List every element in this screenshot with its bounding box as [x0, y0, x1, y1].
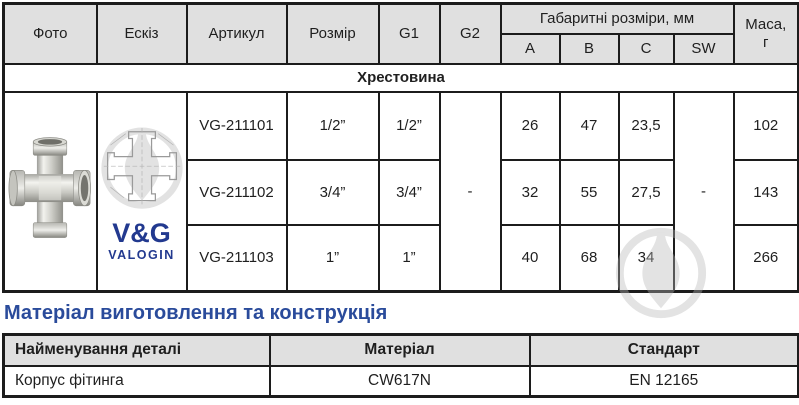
cell-material: CW617N — [268, 364, 531, 398]
cell-article: VG-211101 — [185, 90, 288, 161]
section-title: Хрестовина — [2, 62, 799, 93]
brand-logo-main: V&G — [112, 217, 171, 248]
cell-mass: 143 — [732, 158, 799, 226]
cell-part-name: Корпус фітинга — [2, 364, 271, 398]
header-g2: G2 — [438, 2, 502, 65]
cell-mass: 266 — [732, 223, 799, 293]
products-table: Фото Ескіз Артикул Розмір G1 G2 Габаритн… — [2, 2, 799, 293]
cell-article: VG-211102 — [185, 158, 288, 226]
cell-mass: 102 — [732, 90, 799, 161]
cell-size: 3/4” — [285, 158, 380, 226]
table-row: V&G VALOGIN VG-211101 1/2” 1/2” - 26 47 … — [2, 90, 799, 293]
header-mass: Маса, г — [732, 2, 799, 65]
header-article: Артикул — [185, 2, 288, 65]
table-row: VG-211103 1” 1” 40 68 34 266 — [4, 223, 799, 293]
product-photo-cell — [2, 90, 98, 293]
cell-size: 1” — [285, 223, 380, 293]
header-size: Розмір — [285, 2, 380, 65]
cell-dim-b: 68 — [558, 223, 620, 293]
header-dimensions-group: Габаритні розміри, мм — [499, 2, 735, 35]
cell-g2-merged: - — [438, 90, 502, 293]
cell-standard: EN 12165 — [528, 364, 799, 398]
cell-dim-b: 47 — [558, 90, 620, 161]
brand-logo-sub: VALOGIN — [108, 247, 175, 262]
cell-dim-c: 23,5 — [617, 90, 675, 161]
cell-sw-merged: - — [672, 90, 735, 293]
brand-logo: V&G VALOGIN — [108, 217, 175, 262]
header-g1: G1 — [377, 2, 441, 65]
technical-sketch — [100, 126, 183, 209]
sketch-cell: V&G VALOGIN — [95, 90, 188, 293]
header-sketch: Ескіз — [95, 2, 188, 65]
cell-size: 1/2” — [285, 90, 380, 161]
cell-dim-c: 34 — [617, 223, 675, 293]
cell-dim-a: 26 — [499, 90, 561, 161]
header-part-name: Найменування деталі — [2, 333, 271, 367]
header-photo: Фото — [2, 2, 98, 65]
cell-dim-c: 27,5 — [617, 158, 675, 226]
table-row: Корпус фітинга CW617N EN 12165 — [2, 364, 799, 398]
cell-dim-a: 32 — [499, 158, 561, 226]
cell-dim-b: 55 — [558, 158, 620, 226]
cell-g1: 3/4” — [377, 158, 441, 226]
header-material: Матеріал — [268, 333, 531, 367]
header-dim-c: C — [617, 32, 675, 65]
cell-g1: 1/2” — [377, 90, 441, 161]
header-standard: Стандарт — [528, 333, 799, 367]
table-row: VG-211102 3/4” 3/4” 32 55 27,5 143 — [4, 158, 799, 226]
section-heading: Матеріал виготовлення та конструкція — [4, 302, 388, 324]
header-dim-sw: SW — [672, 32, 735, 65]
header-dim-a: A — [499, 32, 561, 65]
materials-table: Найменування деталі Матеріал Стандарт Ко… — [2, 333, 799, 398]
header-dim-b: B — [558, 32, 620, 65]
cell-dim-a: 40 — [499, 223, 561, 293]
product-photo — [8, 137, 92, 239]
cell-g1: 1” — [377, 223, 441, 293]
cell-article: VG-211103 — [185, 223, 288, 293]
